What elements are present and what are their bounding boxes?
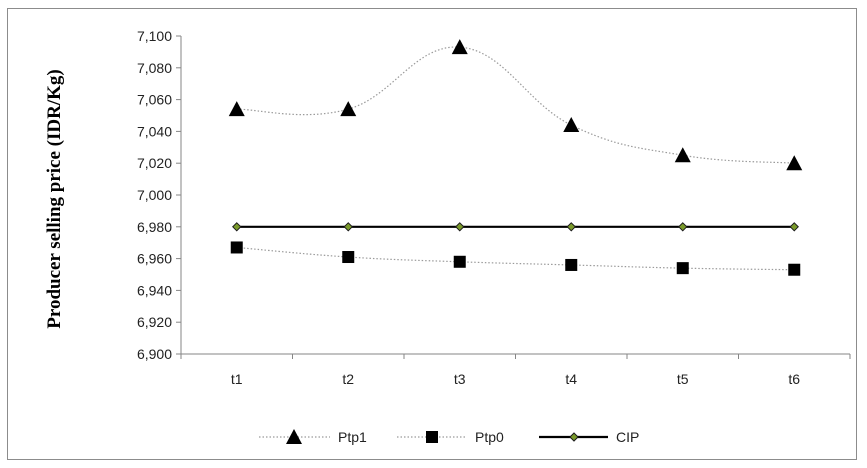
x-tick-label: t3	[454, 371, 466, 387]
data-point-ptp1-t2	[340, 101, 357, 117]
y-axis-label: Producer selling price (IDR/Kg)	[44, 69, 65, 328]
data-point-ptp1-t1	[228, 101, 245, 117]
legend-label: Ptp0	[475, 429, 504, 445]
series-line-ptp0	[236, 246, 795, 271]
y-tick-label: 7,060	[137, 92, 172, 108]
y-tick-label: 6,940	[137, 282, 172, 298]
x-tick-label: t1	[231, 371, 243, 387]
data-point-ptp1-t5	[674, 147, 691, 163]
series-line-ptp1	[236, 46, 795, 164]
legend-marker	[286, 429, 302, 444]
data-point-ptp0-t4	[565, 258, 578, 271]
line-chart: Producer selling price (IDR/Kg) 6,9006,9…	[44, 28, 851, 445]
legend-marker	[569, 432, 579, 442]
series-cip	[232, 222, 799, 232]
y-tick-label: 6,980	[137, 219, 172, 235]
data-point-ptp1-t4	[563, 117, 580, 133]
y-tick-label: 7,000	[137, 187, 172, 203]
data-point-ptp1-t6	[786, 155, 803, 171]
legend-label: Ptp1	[338, 429, 367, 445]
y-tick-label: 7,100	[137, 28, 172, 44]
y-tick-label: 7,040	[137, 123, 172, 139]
data-point-ptp0-t3	[453, 255, 466, 268]
data-point-cip-t6	[789, 222, 799, 232]
data-point-cip-t5	[678, 222, 688, 232]
data-point-ptp0-t6	[788, 263, 801, 276]
series-layer	[228, 39, 803, 276]
legend-label: CIP	[616, 429, 639, 445]
series-ptp1	[228, 39, 803, 171]
data-point-ptp0-t1	[230, 241, 243, 254]
legend-item-cip: CIP	[539, 429, 639, 445]
x-tick-label: t4	[565, 371, 577, 387]
legend-marker	[426, 431, 438, 443]
y-tick-label: 6,960	[137, 251, 172, 267]
data-point-ptp1-t3	[451, 39, 468, 55]
x-tick-label: t2	[342, 371, 354, 387]
y-tick-label: 7,080	[137, 60, 172, 76]
legend-item-ptp0: Ptp0	[397, 429, 504, 445]
y-axis-label-group: Producer selling price (IDR/Kg)	[44, 69, 65, 328]
y-tick-label: 6,900	[137, 346, 172, 362]
axes: 6,900 6,920 6,940 6,960 6,980 7,000 7,020 7,040…	[137, 28, 851, 387]
data-point-ptp0-t2	[342, 251, 355, 264]
x-tick-label: t6	[788, 371, 800, 387]
data-point-ptp0-t5	[676, 262, 689, 275]
series-ptp0	[230, 241, 801, 276]
chart-frame: Producer selling price (IDR/Kg) 6,900 6,9…	[7, 8, 857, 460]
y-tick-label: 7,020	[137, 155, 172, 171]
y-tick-label: 6,920	[137, 314, 172, 330]
data-point-cip-t1	[232, 222, 242, 232]
x-tick-label: t5	[677, 371, 689, 387]
data-point-cip-t3	[455, 222, 465, 232]
data-point-cip-t4	[566, 222, 576, 232]
data-point-cip-t2	[343, 222, 353, 232]
legend: Ptp1 Ptp0 CIP	[259, 429, 639, 445]
legend-item-ptp1: Ptp1	[259, 429, 367, 445]
